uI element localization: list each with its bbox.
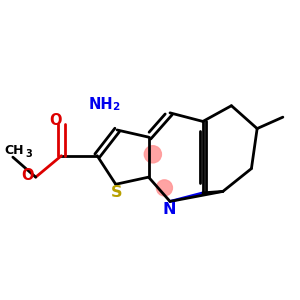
- Text: 2: 2: [112, 102, 119, 112]
- Text: CH: CH: [4, 144, 24, 158]
- Text: O: O: [22, 168, 34, 183]
- Text: N: N: [163, 202, 176, 217]
- Text: S: S: [110, 185, 122, 200]
- Circle shape: [144, 146, 161, 163]
- Text: 3: 3: [26, 149, 32, 159]
- Circle shape: [156, 180, 172, 196]
- Text: NH: NH: [89, 97, 114, 112]
- Text: O: O: [49, 113, 61, 128]
